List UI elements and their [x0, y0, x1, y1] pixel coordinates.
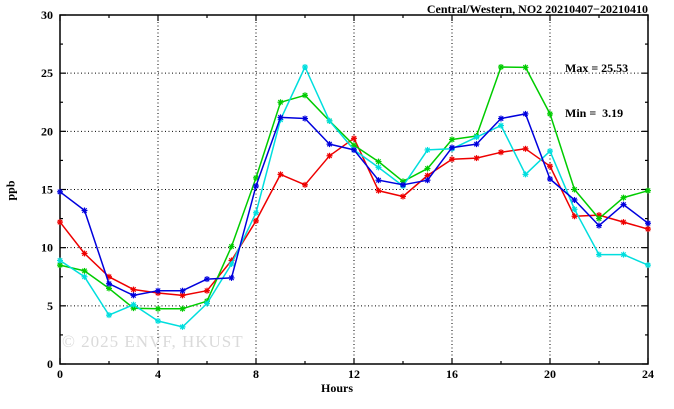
- watermark: © 2025 ENVF, HKUST: [62, 332, 244, 351]
- svg-text:24: 24: [642, 367, 654, 381]
- max-min-annotation: Max = 25.53 Min = 3.19: [565, 31, 628, 151]
- svg-text:10: 10: [41, 241, 53, 255]
- svg-text:0: 0: [47, 357, 53, 371]
- min-value-label: Min = 3.19: [565, 106, 624, 120]
- svg-text:12: 12: [348, 367, 360, 381]
- max-value-label: Max = 25.53: [565, 61, 629, 75]
- svg-text:25: 25: [41, 66, 53, 80]
- svg-text:20: 20: [544, 367, 556, 381]
- x-axis-label: Hours: [320, 381, 353, 395]
- chart-title: Central/Western, NO2 20210407−20210410: [426, 2, 648, 16]
- svg-text:16: 16: [446, 367, 458, 381]
- series-cyan-line: [59, 66, 649, 328]
- svg-text:4: 4: [155, 367, 161, 381]
- y-axis-label: ppb: [3, 180, 18, 201]
- svg-text:0: 0: [57, 367, 63, 381]
- series-red-line: [59, 137, 649, 297]
- svg-text:15: 15: [41, 183, 53, 197]
- svg-text:5: 5: [47, 299, 53, 313]
- svg-text:8: 8: [253, 367, 259, 381]
- svg-text:20: 20: [41, 124, 53, 138]
- svg-text:30: 30: [41, 8, 53, 22]
